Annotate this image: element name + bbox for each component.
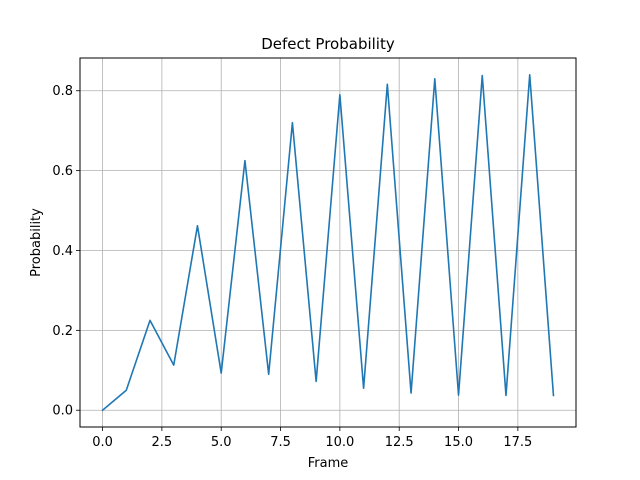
series-layer	[101, 73, 555, 412]
y-axis-label: Probability	[29, 208, 44, 277]
x-tick-label: 7.5	[270, 435, 291, 450]
x-tick-label: 10.0	[325, 435, 354, 450]
x-tick-label: 2.5	[152, 435, 173, 450]
series-line	[101, 73, 555, 412]
x-tick-label: 5.0	[211, 435, 232, 450]
y-tick-label: 0.2	[52, 324, 73, 339]
chart-title: Defect Probability	[261, 35, 395, 53]
x-axis-ticks: 0.0 2.5 5.0 7.5 10.0 12.5 15.0 17.5	[92, 427, 532, 450]
y-tick-label: 0.6	[52, 164, 73, 179]
x-axis-label: Frame	[308, 456, 349, 471]
y-axis-ticks: 0.0 0.2 0.4 0.6 0.8	[52, 84, 80, 419]
y-tick-label: 0.4	[52, 244, 73, 259]
x-tick-label: 0.0	[92, 435, 113, 450]
y-tick-label: 0.8	[52, 84, 73, 99]
plot-area-frame	[79, 57, 577, 428]
x-tick-label: 12.5	[385, 435, 414, 450]
y-tick-label: 0.0	[52, 404, 73, 419]
x-tick-label: 15.0	[444, 435, 473, 450]
x-tick-label: 17.5	[503, 435, 532, 450]
